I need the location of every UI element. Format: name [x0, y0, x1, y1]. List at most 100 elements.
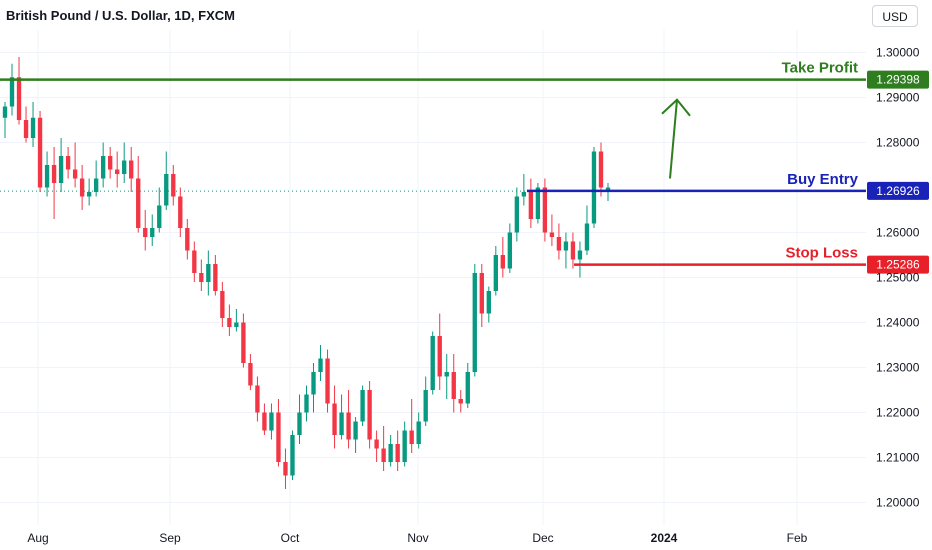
x-tick-label: Sep — [159, 531, 181, 545]
candle-body — [93, 178, 99, 192]
candle-body — [360, 390, 365, 422]
candle-body — [332, 403, 337, 435]
candle-body — [549, 232, 555, 237]
candlestick-series — [0, 57, 866, 489]
candle-body — [437, 336, 442, 377]
stop-loss-badge-text: 1.25286 — [876, 258, 920, 272]
candle-body — [171, 174, 176, 197]
candle-body — [367, 390, 372, 440]
y-tick-label: 1.28000 — [876, 136, 920, 150]
candle-body — [129, 160, 134, 179]
candle-body — [178, 196, 183, 228]
candle-body — [192, 250, 197, 273]
candle-body — [290, 435, 295, 476]
candle-body — [416, 421, 421, 444]
candle-body — [325, 358, 330, 404]
buy-entry-badge-text: 1.26926 — [876, 184, 920, 198]
trade-levels: Take Profit 1.29398 Buy Entry 1.26926 Stop L… — [0, 60, 929, 274]
candle-body — [108, 156, 113, 170]
x-tick-label: Oct — [281, 531, 300, 545]
candle-body — [248, 363, 253, 386]
candle-body — [472, 273, 477, 372]
candle-body — [30, 117, 36, 138]
take-profit-label: Take Profit — [782, 60, 858, 77]
arrow-shaft — [669, 99, 678, 179]
candle-body — [458, 399, 463, 404]
candle-body — [136, 178, 141, 228]
candle-body — [143, 228, 148, 237]
x-tick-label: Dec — [532, 531, 553, 545]
candle-body — [311, 372, 316, 395]
y-tick-label: 1.26000 — [876, 226, 920, 240]
candle-body — [255, 385, 260, 413]
candle-body — [304, 394, 309, 413]
stop-loss-label: Stop Loss — [785, 245, 858, 262]
arrow-head — [661, 98, 691, 117]
candle-body — [374, 439, 379, 449]
candle-body — [276, 412, 281, 462]
price-axis[interactable]: 1.30000 1.29000 1.28000 1.26000 1.25000 1.240… — [876, 46, 920, 510]
candle-body — [570, 241, 576, 260]
candle-body — [297, 412, 302, 435]
candle-body — [584, 223, 590, 251]
candle-body — [262, 412, 267, 431]
candle-body — [72, 169, 78, 179]
candle-body — [115, 169, 120, 174]
stop-loss-badge — [867, 255, 929, 274]
y-tick-label: 1.30000 — [876, 46, 920, 60]
candle-body — [451, 372, 456, 399]
candle-body — [164, 174, 169, 206]
y-tick-label: 1.29000 — [876, 91, 920, 105]
take-profit-badge-text: 1.29398 — [876, 73, 920, 87]
candle-body — [79, 178, 85, 197]
candle-body — [86, 192, 92, 197]
candle-body — [486, 291, 491, 314]
candle-body — [234, 322, 239, 327]
candle-body — [58, 156, 64, 183]
candle-body — [465, 372, 470, 404]
candle-body — [269, 412, 274, 431]
candle-body — [241, 322, 246, 363]
y-tick-label: 1.22000 — [876, 406, 920, 420]
time-axis[interactable]: Aug Sep Oct Nov Dec 2024 Feb — [27, 531, 807, 545]
candle-body — [150, 228, 155, 237]
candle-body — [500, 255, 505, 269]
currency-button[interactable]: USD — [872, 5, 918, 27]
candle-body — [353, 421, 358, 440]
candle-body — [206, 264, 211, 282]
candle-body — [444, 372, 449, 377]
candle-body — [430, 336, 435, 390]
candle-body — [528, 192, 534, 219]
candle-body — [157, 205, 162, 228]
candle-body — [542, 187, 548, 233]
candle-body — [381, 448, 386, 462]
candle-body — [507, 232, 513, 269]
y-tick-label: 1.25000 — [876, 271, 920, 285]
candle-body — [199, 273, 204, 282]
candle-body — [9, 77, 15, 107]
candle-body — [37, 117, 43, 188]
buy-entry-badge — [867, 181, 929, 200]
candle-body — [402, 430, 407, 462]
candle-body — [65, 156, 71, 170]
candle-body — [493, 255, 498, 291]
y-tick-label: 1.23000 — [876, 361, 920, 375]
candle-body — [563, 241, 569, 251]
x-tick-label: Nov — [407, 531, 428, 545]
candle-body — [535, 187, 541, 219]
candle-body — [44, 165, 50, 188]
candle-body — [16, 77, 22, 120]
candle-body — [283, 462, 288, 476]
candle-body — [577, 250, 583, 260]
candle-body — [23, 120, 29, 138]
candle-body — [591, 151, 597, 224]
y-tick-label: 1.21000 — [876, 451, 920, 465]
x-tick-label: 2024 — [651, 531, 678, 545]
candle-body — [514, 196, 520, 233]
candle-body — [51, 165, 57, 183]
candle-body — [339, 412, 344, 435]
candle-body — [423, 390, 428, 422]
candle-body — [227, 318, 232, 327]
y-tick-label: 1.20000 — [876, 496, 920, 510]
